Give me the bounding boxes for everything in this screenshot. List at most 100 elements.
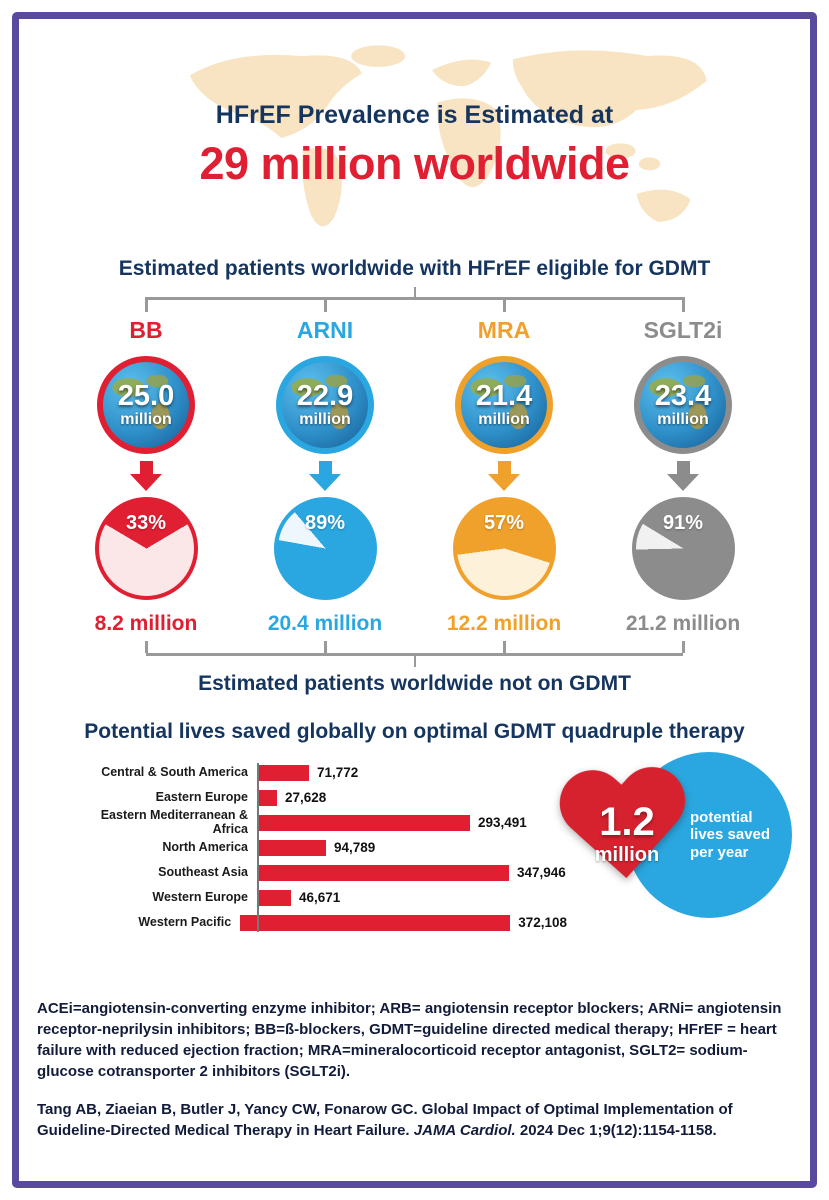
bar-track: 71,772 [257, 764, 359, 781]
eligible-unit: million [657, 410, 709, 428]
abbreviations-footnote: ACEi=angiotensin-converting enzyme inhib… [37, 1000, 782, 1080]
bracket-top [57, 286, 773, 313]
bar-row: Western Pacific 372,108 [67, 910, 567, 935]
bar-track: 372,108 [240, 914, 567, 931]
eligible-heading: Estimated patients worldwide with HFrEF … [118, 257, 711, 280]
pie-percentage: 33% [125, 512, 167, 534]
bar-track: 27,628 [257, 789, 326, 806]
down-arrow-icon [309, 461, 341, 491]
therapy-name: BB [129, 317, 163, 343]
therapy-columns: BB 25.0 million 33% 8.2 million ARNI 22.… [57, 317, 773, 636]
bar-value-label: 372,108 [518, 915, 567, 930]
pie-percentage: 57% [483, 512, 525, 534]
bracket-line [324, 641, 327, 653]
therapy-name: SGLT2i [643, 317, 723, 343]
bar-category-label: Southeast Asia [158, 864, 248, 879]
eligible-unit: million [299, 410, 351, 428]
not-on-gdmt-pie: 89% [273, 497, 377, 600]
hero-title: 29 million worldwide [199, 138, 630, 189]
therapy-column-mra: MRA 21.4 million 57% 12.2 million [415, 317, 594, 636]
bracket-line [682, 641, 685, 653]
bar-category-label: North America [162, 839, 248, 854]
pie-percentage: 91% [662, 512, 704, 534]
not-on-gdmt-pie: 33% [94, 497, 198, 600]
bar [257, 764, 309, 781]
bar-track: 46,671 [257, 889, 341, 906]
bar-chart: Central & South America 71,772 Eastern Eur… [67, 760, 567, 935]
bracket-line [145, 641, 148, 653]
bracket-line [413, 653, 416, 667]
badge-caption: potential lives saved per year [690, 809, 771, 861]
journal-name: JAMA Cardiol. [413, 1122, 516, 1139]
bar-category-label: Western Europe [152, 889, 248, 904]
bar [257, 839, 326, 856]
bracket-line [146, 297, 683, 300]
infographic: HFrEF Prevalence is Estimated at 29 mill… [19, 19, 810, 1181]
bar-row: Central & South America 71,772 [67, 760, 567, 785]
pie-percentage: 89% [304, 512, 346, 534]
bar-value-label: 46,671 [299, 890, 341, 905]
badge-unit: million [594, 844, 660, 866]
bar [240, 914, 511, 931]
globe-icon: 21.4 million [455, 356, 553, 454]
bracket-line [145, 297, 148, 312]
therapy-column-sglt2i: SGLT2i 23.4 million 91% 21.2 million [594, 317, 773, 636]
eligible-value: 23.4 [654, 379, 712, 412]
citation-text: 2024 Dec 1;9(12):1154-1158. [515, 1122, 717, 1139]
therapy-column-arni: ARNI 22.9 million 89% 20.4 million [236, 317, 415, 636]
citation-text: Tang AB, Ziaeian B, Butler J, Yancy CW, … [37, 1101, 733, 1139]
bracket-line [413, 287, 416, 298]
eligible-unit: million [478, 410, 530, 428]
not-on-gdmt-value: 20.4 million [267, 612, 383, 635]
chart-title: Potential lives saved globally on optima… [84, 720, 745, 743]
eligible-unit: million [120, 410, 172, 428]
bar-category-label: Eastern Mediterranean & Africa [100, 808, 248, 836]
chart-axis-line [257, 763, 259, 932]
therapy-name: ARNI [296, 317, 354, 343]
not-on-gdmt-value: 21.2 million [625, 612, 741, 635]
hero-section: HFrEF Prevalence is Estimated at 29 mill… [37, 45, 792, 257]
lives-saved-section: Potential lives saved globally on optima… [37, 720, 792, 968]
eligible-value: 22.9 [296, 379, 354, 412]
bracket-line [503, 297, 506, 312]
bar-category-label: Central & South America [101, 764, 248, 779]
heart-icon: 1.2 million [552, 746, 702, 916]
bar-row: Southeast Asia 347,946 [67, 860, 567, 885]
eligible-value: 25.0 [117, 379, 175, 412]
bar [257, 789, 277, 806]
world-map-background [189, 45, 707, 227]
bar-track: 293,491 [257, 814, 527, 831]
bar [257, 889, 291, 906]
bar-category-label: Western Pacific [138, 914, 232, 929]
bar [257, 864, 509, 881]
bracket-line [503, 641, 506, 653]
not-on-gdmt-value: 8.2 million [94, 612, 198, 635]
bar-value-label: 94,789 [334, 840, 376, 855]
bar-row: North America 94,789 [67, 835, 567, 860]
globe-icon: 25.0 million [97, 356, 195, 454]
bar-row: Eastern Europe 27,628 [67, 785, 567, 810]
not-on-gdmt-pie: 57% [452, 497, 556, 600]
bar [257, 814, 470, 831]
down-arrow-icon [667, 461, 699, 491]
therapy-name: MRA [477, 317, 531, 343]
bracket-line [324, 297, 327, 312]
badge-value: 1.2 [599, 800, 655, 844]
down-arrow-icon [488, 461, 520, 491]
bar-value-label: 347,946 [517, 865, 566, 880]
bar-row: Western Europe 46,671 [67, 885, 567, 910]
not-on-gdmt-pie: 91% [631, 497, 735, 600]
bracket-bottom [57, 641, 773, 668]
bar-value-label: 71,772 [317, 765, 359, 780]
lives-saved-badge: potential lives saved per year 1.2 milli… [552, 744, 792, 944]
badge-text: 1.2 million [552, 802, 702, 867]
therapy-column-bb: BB 25.0 million 33% 8.2 million [57, 317, 236, 636]
citation: Tang AB, Ziaeian B, Butler J, Yancy CW, … [37, 1099, 792, 1141]
bar-category-label: Eastern Europe [155, 789, 248, 804]
bar-track: 94,789 [257, 839, 376, 856]
bar-track: 347,946 [257, 864, 566, 881]
eligible-value: 21.4 [475, 379, 533, 412]
globe-icon: 22.9 million [276, 356, 374, 454]
bar-row: Eastern Mediterranean & Africa 293,491 [67, 808, 567, 836]
globe-icon: 23.4 million [634, 356, 732, 454]
